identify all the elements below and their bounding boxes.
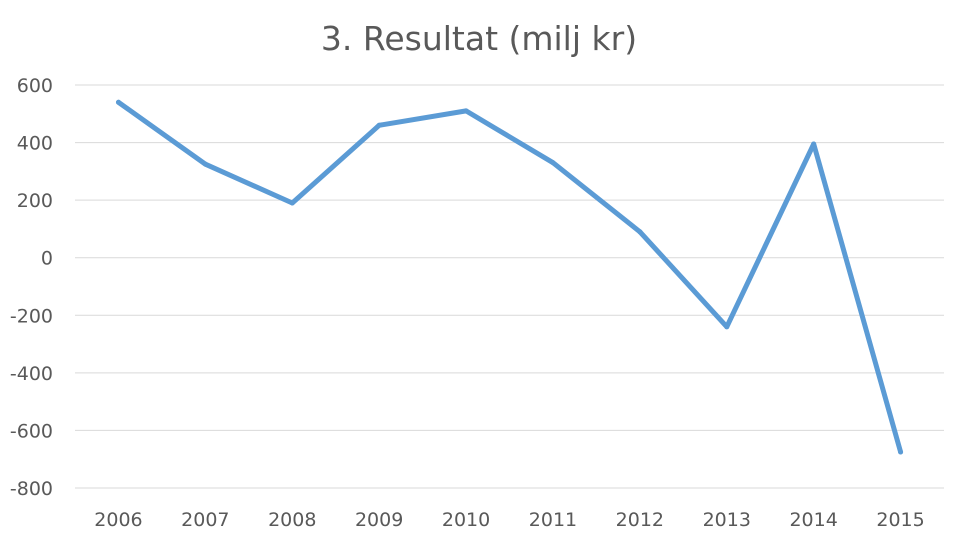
x-tick-label: 2013 <box>703 509 751 531</box>
y-tick-label: 400 <box>17 133 53 155</box>
data-point-2008 <box>289 200 295 206</box>
y-tick-label: 600 <box>17 75 53 97</box>
data-point-2007 <box>202 161 208 167</box>
x-tick-label: 2015 <box>876 509 924 531</box>
data-point-2006 <box>115 99 121 105</box>
data-point-2011 <box>550 160 556 166</box>
data-point-2013 <box>724 324 730 330</box>
series-layer <box>115 99 904 455</box>
data-point-2010 <box>463 108 469 114</box>
y-axis-tick-labels: 600 400 200 0 -200 -400 -600 -800 <box>10 75 53 500</box>
x-tick-label: 2011 <box>529 509 577 531</box>
series-line <box>116 99 904 455</box>
x-tick-label: 2010 <box>442 509 490 531</box>
data-point-2009 <box>376 122 382 128</box>
x-tick-label: 2014 <box>789 509 837 531</box>
x-tick-label: 2009 <box>355 509 403 531</box>
y-tick-label: -600 <box>10 420 53 442</box>
y-tick-label: -800 <box>10 478 53 500</box>
x-tick-label: 2007 <box>181 509 229 531</box>
data-point-2012 <box>637 229 643 235</box>
gridlines <box>75 84 944 489</box>
x-tick-label: 2006 <box>94 509 142 531</box>
y-tick-label: 0 <box>41 248 53 270</box>
x-tick-label: 2012 <box>616 509 664 531</box>
chart-title: 3. Resultat (milj kr) <box>321 19 637 58</box>
x-axis-tick-labels: 2006 2007 2008 2009 2010 2011 2012 2013 2014 2015 <box>94 509 924 531</box>
y-tick-label: -200 <box>10 305 53 327</box>
y-tick-label: 200 <box>17 190 53 212</box>
data-point-2014 <box>811 141 817 147</box>
data-point-2015 <box>898 449 904 455</box>
x-tick-label: 2008 <box>268 509 316 531</box>
y-tick-label: -400 <box>10 363 53 385</box>
